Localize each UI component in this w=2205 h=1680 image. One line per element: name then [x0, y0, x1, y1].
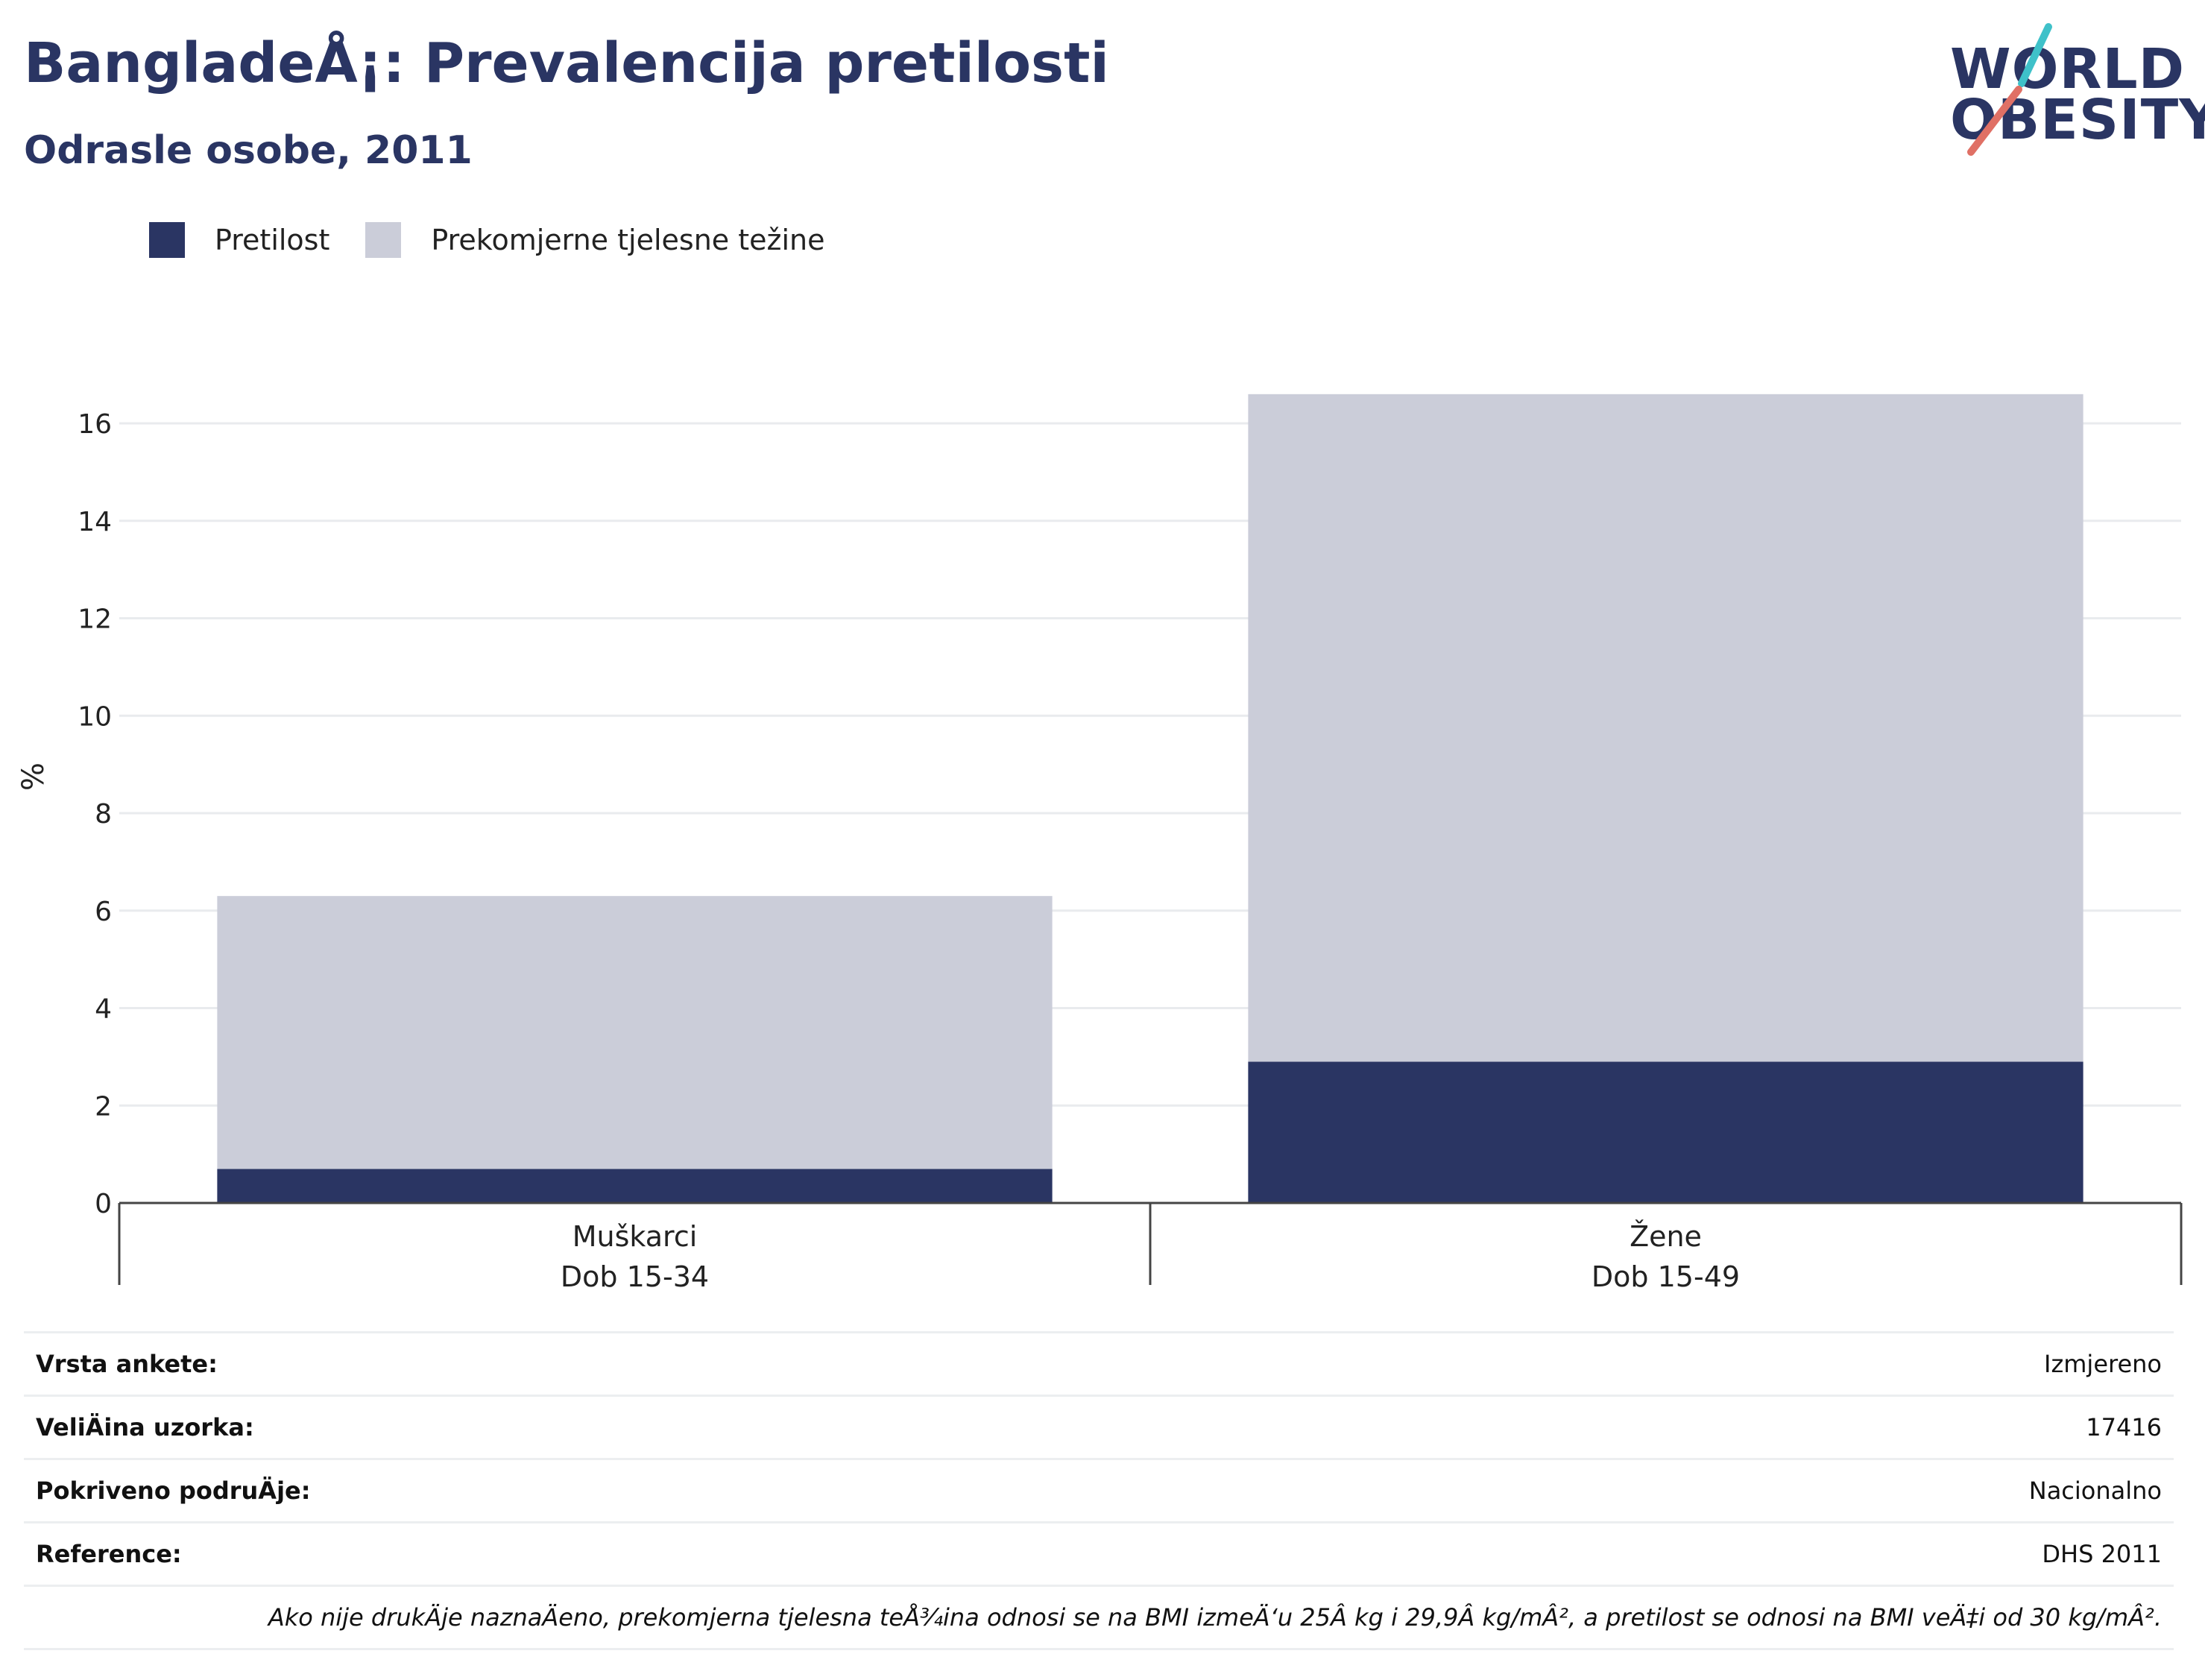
y-tick-label: 6	[95, 897, 112, 927]
x-category-sublabel: Dob 15-34	[561, 1260, 709, 1293]
survey-info-table: Vrsta ankete: Izmjereno VeliÄ ina uzorka…	[24, 1331, 2174, 1650]
info-value: 17416	[1433, 1396, 2174, 1459]
info-value: Izmjereno	[1433, 1333, 2174, 1396]
info-row: Vrsta ankete: Izmjereno	[24, 1333, 2174, 1396]
y-tick-label: 0	[95, 1189, 112, 1219]
footnote-row: Ako nije drukÄ je naznaÄ eno, prekomjern…	[24, 1586, 2174, 1649]
y-tick-label: 14	[78, 507, 112, 537]
y-tick-label: 10	[78, 701, 112, 732]
info-row: Reference: DHS 2011	[24, 1523, 2174, 1586]
y-tick-label: 4	[95, 994, 112, 1025]
info-row: VeliÄ ina uzorka: 17416	[24, 1396, 2174, 1459]
footnote: Ako nije drukÄ je naznaÄ eno, prekomjern…	[24, 1586, 2174, 1649]
info-label: Vrsta ankete:	[24, 1333, 1433, 1396]
info-label: VeliÄ ina uzorka:	[24, 1396, 1433, 1459]
bar-overweight	[217, 896, 1052, 1169]
info-value: DHS 2011	[1433, 1523, 2174, 1586]
y-tick-label: 2	[95, 1091, 112, 1122]
y-tick-label: 12	[78, 604, 112, 635]
x-category-label: Muškarci	[572, 1220, 698, 1253]
stacked-bar-chart: 0 2 4 6 8 10 12 14 16% Muškarci Dob 15-34 Žene Dob 1…	[0, 0, 2205, 1312]
x-category-sublabel: Dob 15-49	[1592, 1260, 1740, 1293]
bar-overweight	[1248, 394, 2083, 1062]
y-axis-label: %	[16, 762, 51, 791]
y-tick-label: 16	[78, 409, 112, 440]
info-value: Nacionalno	[1433, 1459, 2174, 1523]
bar-obesity	[1248, 1061, 2083, 1203]
y-tick-label: 8	[95, 799, 112, 830]
info-label: Pokriveno podruÄ je:	[24, 1459, 1433, 1523]
info-row: Pokriveno podruÄ je: Nacionalno	[24, 1459, 2174, 1523]
x-category-label: Žene	[1630, 1220, 1702, 1253]
info-label: Reference:	[24, 1523, 1433, 1586]
bar-obesity	[217, 1169, 1052, 1203]
